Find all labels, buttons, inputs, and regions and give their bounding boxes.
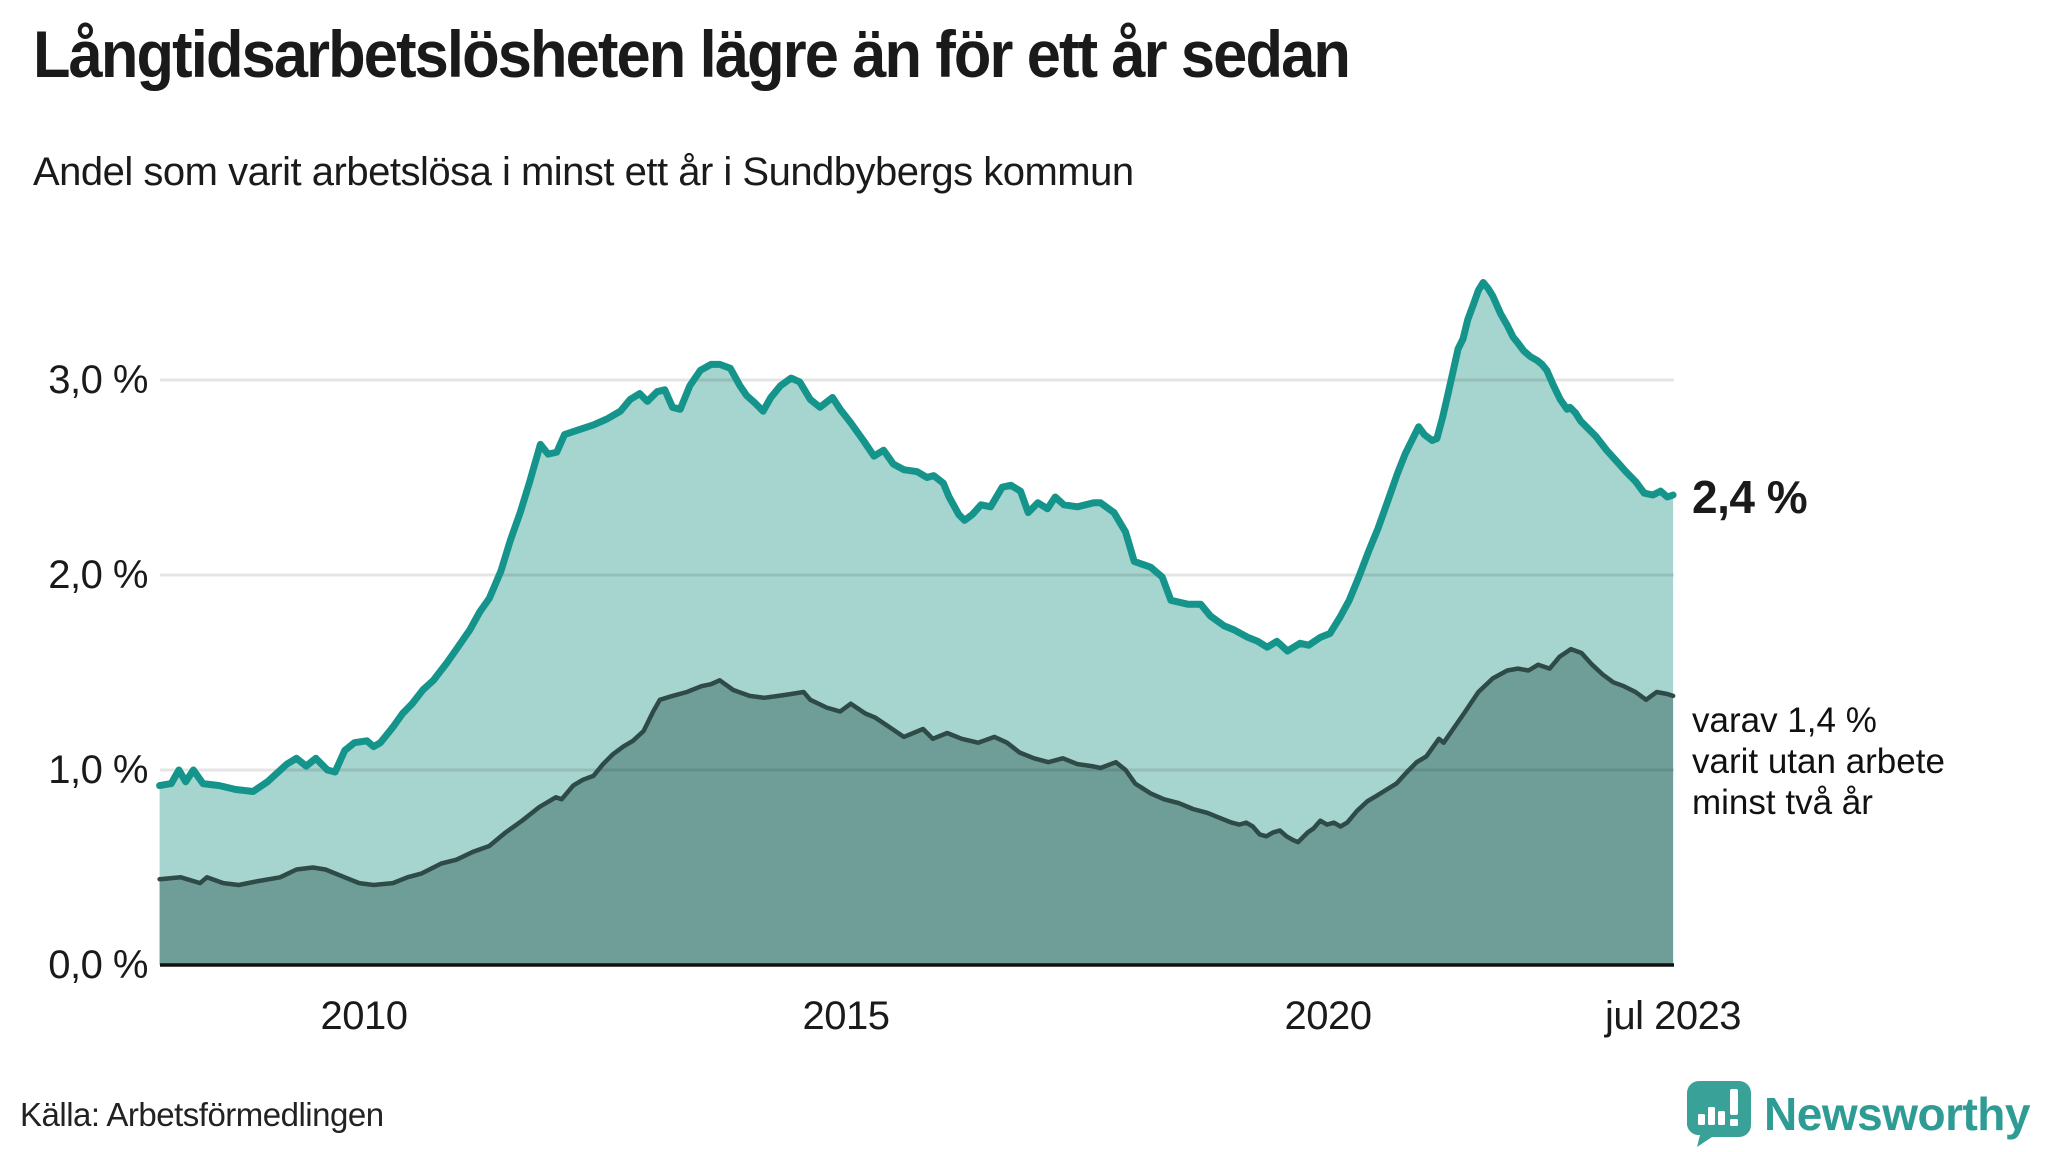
brand-logo: Newsworthy (1686, 1080, 2030, 1148)
end-value-label-total: 2,4 % (1692, 471, 1808, 523)
y-tick-label-3: 3,0 % (48, 358, 148, 402)
two-year-series-area (159, 649, 1674, 965)
newsworthy-bubble-icon (1687, 1081, 1752, 1147)
page-subtitle: Andel som varit arbetslösa i minst ett å… (33, 150, 1134, 194)
page-title-text: Långtidsarbetslösheten lägre än för ett … (33, 17, 1351, 91)
total-series-line (156, 279, 1677, 795)
end-value-label-two-year-line3: minst två år (1692, 783, 1873, 822)
x-tick-label-jul-2023: jul 2023 (1604, 994, 1742, 1038)
gridlines (160, 378, 1674, 772)
x-tick-label-2020: 2020 (1284, 994, 1372, 1038)
two-year-series-line (157, 646, 1676, 888)
y-tick-label-0: 0,0 % (48, 943, 148, 987)
page-title: Långtidsarbetslösheten lägre än för ett … (33, 16, 2033, 92)
y-tick-label-2: 2,0 % (48, 553, 148, 597)
end-value-label-two-year: varav 1,4 % varit utan arbete minst två … (1692, 700, 1945, 823)
brand-name: Newsworthy (1764, 1088, 2030, 1140)
y-tick-label-1: 1,0 % (48, 748, 148, 792)
x-tick-label-2015: 2015 (802, 994, 890, 1038)
end-value-label-two-year-line2: varit utan arbete (1692, 742, 1945, 781)
source-note: Källa: Arbetsförmedlingen (20, 1096, 384, 1133)
end-value-label-two-year-line1: varav 1,4 % (1692, 701, 1877, 740)
x-tick-label-2010: 2010 (320, 994, 408, 1038)
